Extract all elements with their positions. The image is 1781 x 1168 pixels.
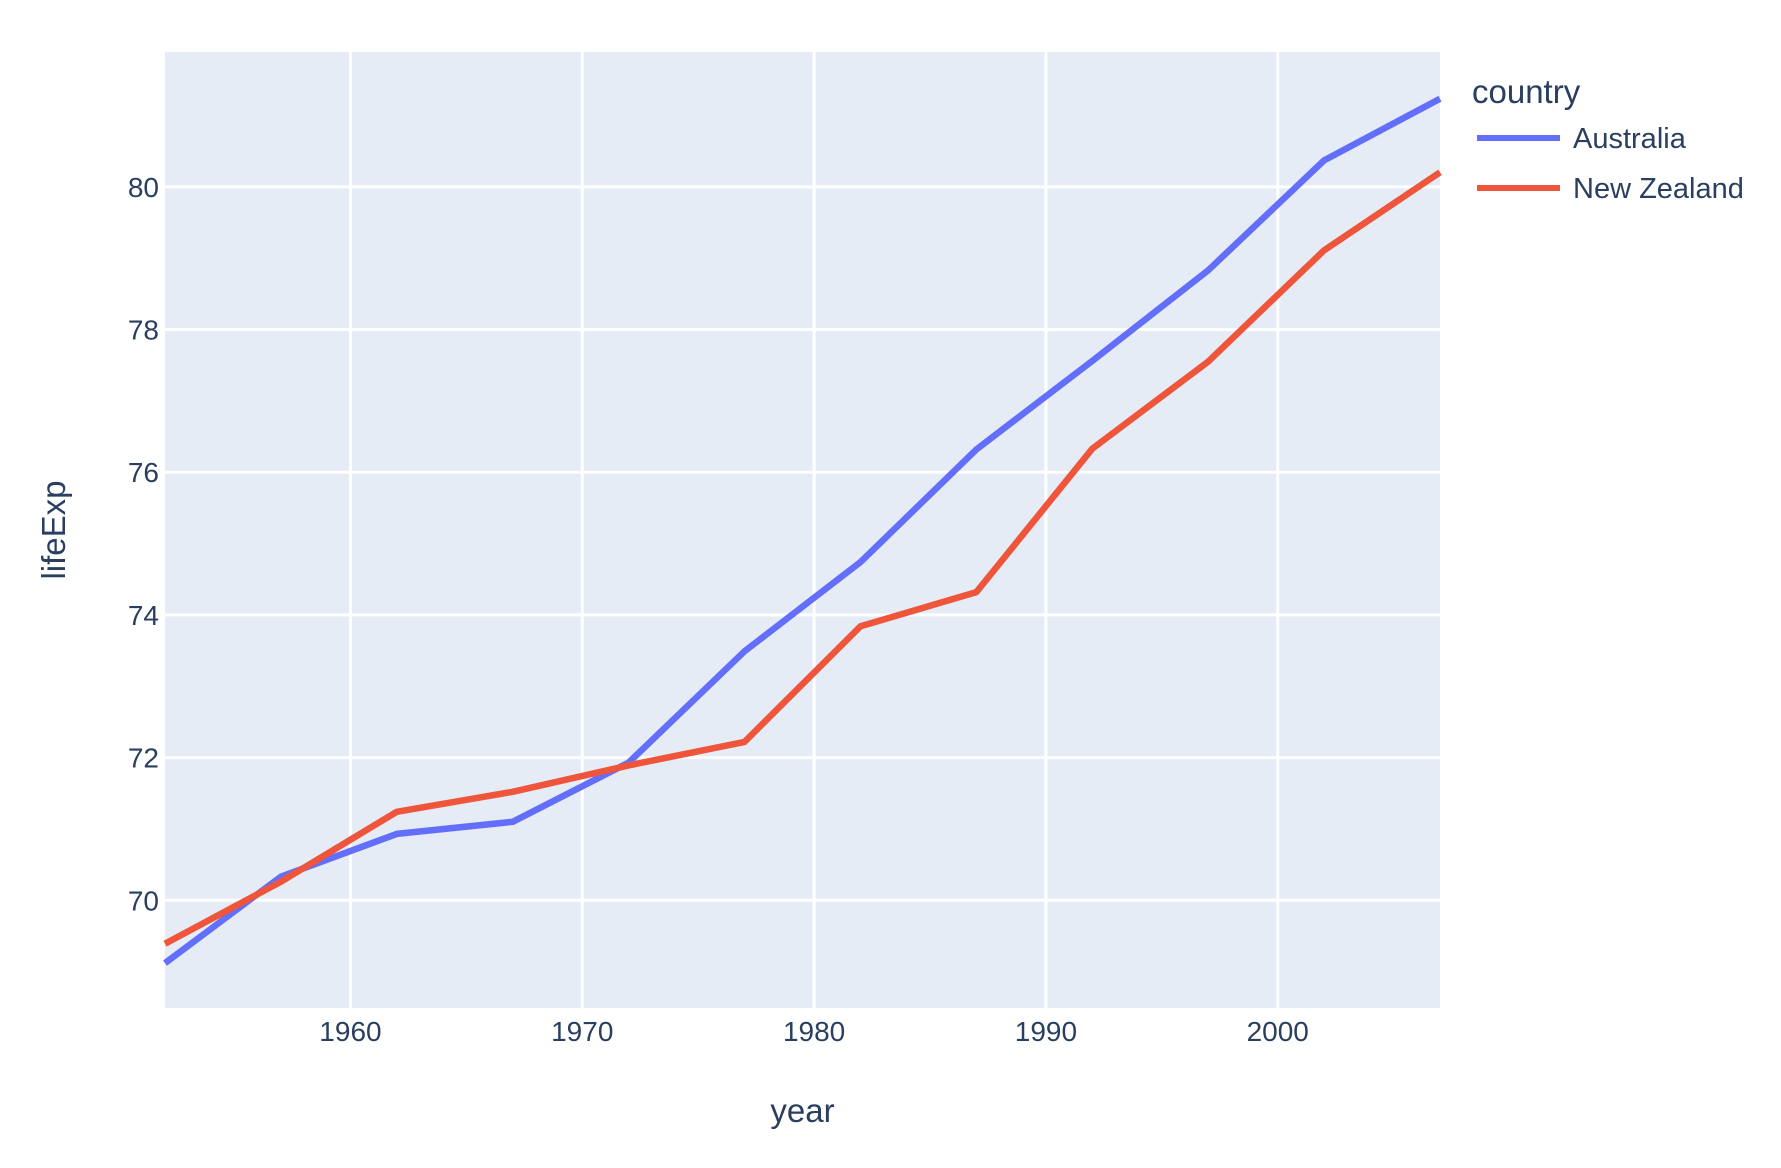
x-tick-label-1970: 1970 (551, 1016, 613, 1047)
y-tick-label-76: 76 (128, 457, 159, 488)
legend-label-new-zealand: New Zealand (1573, 173, 1744, 205)
y-tick-label-72: 72 (128, 743, 159, 774)
x-tick-label-2000: 2000 (1247, 1016, 1309, 1047)
series-line-australia[interactable] (163, 95, 1442, 966)
y-tick-label-70: 70 (128, 885, 159, 916)
legend-item-australia[interactable]: Australia (1477, 123, 1687, 155)
legend-item-new-zealand[interactable]: New Zealand (1477, 173, 1744, 205)
y-tick-label-74: 74 (128, 600, 159, 631)
x-tick-label-1980: 1980 (783, 1016, 845, 1047)
legend-label-australia: Australia (1573, 123, 1687, 155)
y-tick-label-80: 80 (128, 172, 159, 203)
y-axis-title: lifeExp (35, 480, 72, 579)
x-tick-label-1960: 1960 (319, 1016, 381, 1047)
y-tick-label-78: 78 (128, 315, 159, 346)
x-axis-title: year (770, 1092, 834, 1129)
plot-area (165, 52, 1440, 1008)
x-tick-label-1990: 1990 (1015, 1016, 1077, 1047)
series-line-new-zealand[interactable] (163, 169, 1442, 947)
legend-title: country (1472, 73, 1581, 110)
